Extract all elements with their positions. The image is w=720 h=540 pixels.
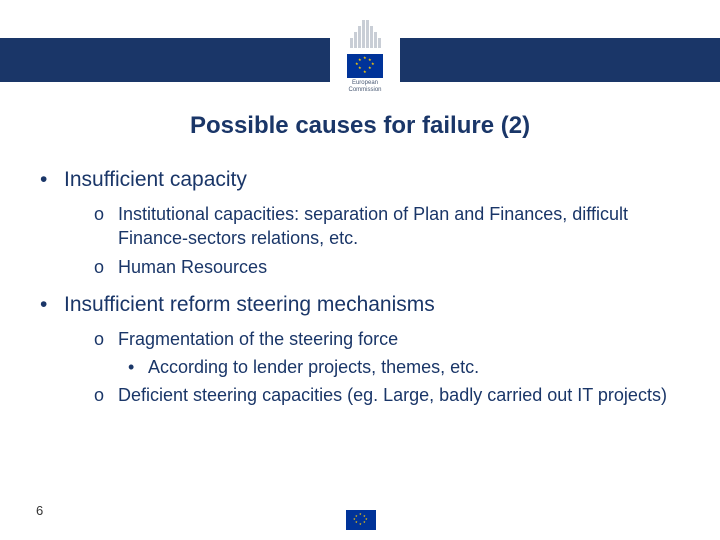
- bullet-text: Insufficient capacity: [64, 168, 247, 192]
- eu-flag-footer-icon: ★ ★ ★ ★ ★ ★ ★ ★: [346, 510, 376, 530]
- logo-building-icon: [350, 20, 381, 48]
- eu-flag-icon: ★ ★ ★ ★ ★ ★ ★ ★: [347, 54, 383, 78]
- bullet-text: According to lender projects, themes, et…: [148, 355, 479, 379]
- bullet-level2: o Institutional capacities: separation o…: [94, 202, 690, 251]
- bullet-level2: o Human Resources: [94, 255, 690, 279]
- bullet-text: Human Resources: [118, 255, 267, 279]
- slide-content: • Insufficient capacity o Institutional …: [40, 168, 690, 422]
- bullet-text: Insufficient reform steering mechanisms: [64, 293, 435, 317]
- page-number: 6: [36, 503, 43, 518]
- bullet-level3: • According to lender projects, themes, …: [128, 355, 690, 379]
- ec-logo: ★ ★ ★ ★ ★ ★ ★ ★ EuropeanCommission: [330, 18, 400, 96]
- bullet-level1: • Insufficient capacity: [40, 168, 690, 192]
- bullet-text: Deficient steering capacities (eg. Large…: [118, 383, 667, 407]
- bullet-text: Fragmentation of the steering force: [118, 327, 398, 351]
- logo-org-text: EuropeanCommission: [348, 80, 381, 93]
- bullet-level1: • Insufficient reform steering mechanism…: [40, 293, 690, 317]
- bullet-level2: o Deficient steering capacities (eg. Lar…: [94, 383, 690, 407]
- bullet-text: Institutional capacities: separation of …: [118, 202, 690, 251]
- bullet-level2: o Fragmentation of the steering force: [94, 327, 690, 351]
- slide-title: Possible causes for failure (2): [0, 112, 720, 140]
